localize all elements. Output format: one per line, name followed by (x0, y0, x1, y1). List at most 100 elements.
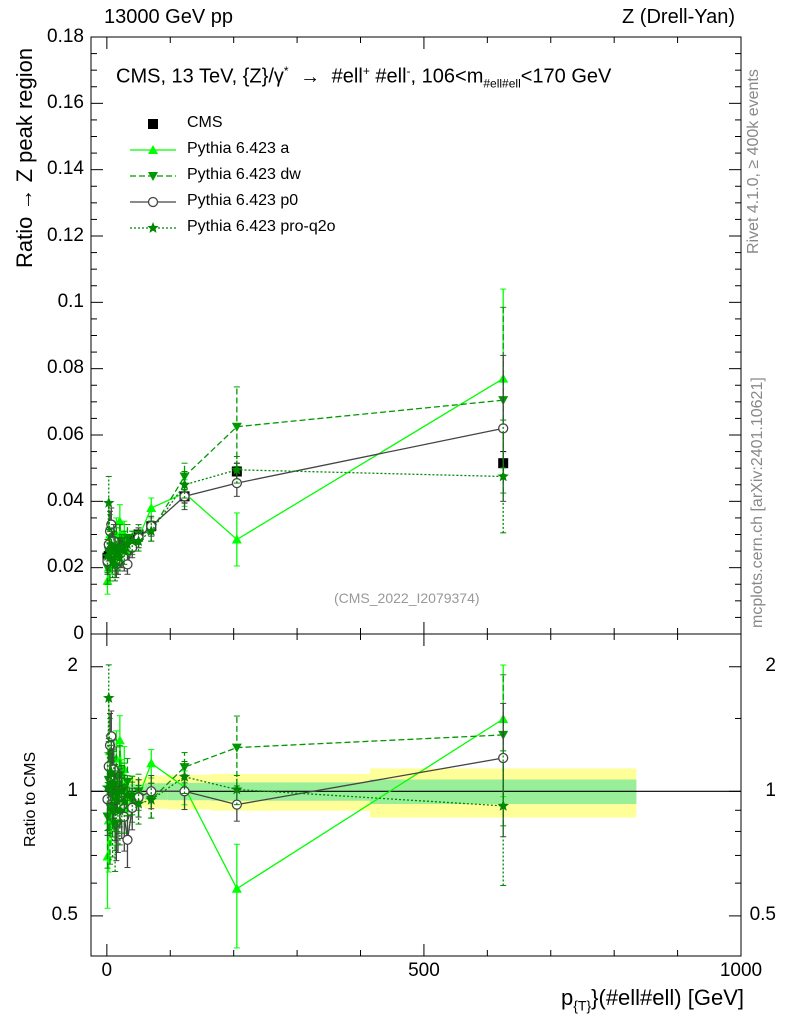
ratio-series (101, 664, 509, 949)
y-tick-label-7: 0.14 (47, 158, 84, 180)
ratio-point-4-9 (114, 804, 126, 816)
title-prefix: CMS, 13 TeV, {Z}/γ (116, 65, 284, 88)
x-tick-label-0: 0 (101, 959, 113, 981)
title-ell1-sup: + (362, 64, 370, 78)
data-point-4-17 (231, 463, 243, 475)
mcplots-label: mcplots.cern.ch [arXiv:2401.10621] (749, 377, 766, 628)
ratio-point-4-16 (178, 770, 191, 782)
analysis-id: (CMS_2022_I2079374) (334, 590, 480, 606)
data-point-4-10 (116, 541, 128, 553)
series-2 (102, 306, 509, 585)
series-0 (102, 451, 509, 563)
series-line-1 (106, 378, 504, 581)
title-ell2: #ell (375, 65, 407, 88)
legend-marker-4 (147, 222, 159, 233)
header-right: Z (Drell-Yan) (622, 6, 735, 28)
ratio-point-4-13 (126, 788, 138, 800)
legend-label-4: Pythia 6.423 pro-q2o (187, 218, 336, 235)
ratio-point-4-15 (145, 793, 157, 805)
data-point-4-9 (114, 551, 126, 563)
ratio-tick-label-right-1: 1 (765, 779, 776, 801)
ratio-point-4-1 (103, 692, 115, 703)
ratio-tick-label-right-2: 2 (765, 655, 776, 677)
ratio-point-4-10 (116, 785, 128, 797)
x-tick-label-2: 1000 (719, 959, 763, 981)
title-gamma-sup: * (283, 64, 289, 78)
ratio-point-4-18 (497, 799, 509, 811)
ratio-point-4-5 (108, 776, 120, 788)
series-3 (102, 354, 509, 579)
ratio-point-1-15 (146, 758, 157, 768)
x-label-p: p (560, 985, 574, 1010)
data-point-2-17 (231, 422, 242, 432)
data-point-4-1 (103, 497, 115, 508)
y-tick-label-1: 0.02 (47, 556, 84, 578)
ratio-point-4-3 (105, 766, 117, 778)
data-point-4-8 (112, 545, 124, 556)
legend-label-3: Pythia 6.423 p0 (187, 192, 299, 209)
y-tick-label-9: 0.18 (47, 25, 84, 47)
ratio-point-4-4 (106, 804, 119, 816)
y-tick-label-8: 0.16 (47, 91, 84, 113)
ratio-tick-label-left-0: 0.5 (51, 904, 78, 926)
ratio-point-1-9 (114, 735, 125, 745)
x-label-sub: {T} (573, 997, 592, 1014)
legend-marker-1 (148, 145, 158, 154)
ratio-tick-label-left-1: 1 (67, 779, 78, 801)
title-range-sub: #ell#ell (483, 76, 521, 91)
data-point-4-11 (118, 545, 130, 556)
ratio-point-3-18 (498, 752, 509, 764)
data-point-4-0 (101, 550, 114, 561)
y-tick-label-3: 0.06 (47, 423, 84, 445)
plot-title: CMS, 13 TeV, {Z}/γ* → #ell+ #ell-, 106<m… (116, 64, 612, 91)
legend-marker-2 (148, 172, 158, 181)
data-point-4-12 (121, 538, 134, 550)
legend-label-1: Pythia 6.423 a (187, 140, 290, 157)
series-line-3 (106, 427, 504, 567)
ratio-frame (90, 633, 742, 957)
x-axis-label: p{T}}(#ell#ell) [GeV] (561, 985, 744, 1013)
ratio-point-3-12 (122, 834, 133, 845)
series-line-4 (106, 469, 504, 565)
title-ell1: #ell (331, 65, 363, 88)
data-point-1-17 (231, 534, 242, 544)
data-point-4-4 (106, 555, 119, 566)
data-point-4-15 (145, 525, 157, 536)
ratio-series-4 (101, 664, 509, 886)
rivet-version-label: Rivet 4.1.0, ≥ 400k events (745, 69, 762, 254)
ratio-point-4-7 (110, 792, 123, 804)
ratio-point-4-12 (121, 788, 134, 800)
title-arrow: → (300, 65, 321, 88)
ratio-point-4-2 (104, 778, 116, 789)
ratio-point-2-17 (231, 743, 242, 753)
header-left: 13000 GeV pp (104, 6, 233, 28)
series-1 (102, 288, 509, 595)
ratio-point-3-13 (127, 802, 138, 813)
data-point-4-18 (497, 470, 509, 482)
ratio-point-4-14 (132, 797, 145, 809)
series-4 (101, 419, 509, 582)
ratio-point-4-8 (112, 787, 124, 799)
title-ell2-sup: - (406, 64, 411, 78)
legend-marker-0 (148, 119, 158, 129)
title-range-pre: 106<m (421, 65, 484, 88)
legend-label-0: CMS (187, 114, 223, 131)
legend-label-2: Pythia 6.423 dw (187, 166, 301, 183)
y-tick-label-0: 0 (73, 622, 84, 644)
ratio-series-3 (102, 702, 509, 868)
data-point-4-14 (132, 535, 145, 546)
y-tick-label-5: 0.1 (57, 290, 84, 312)
main-series (101, 288, 509, 595)
x-tick-label-1: 500 (408, 959, 440, 981)
data-point-1-9 (114, 516, 125, 526)
ratio-point-4-17 (231, 783, 243, 795)
ratio-point-4-11 (118, 795, 130, 807)
ratio-y-axis-label: Ratio to CMS (22, 751, 39, 847)
ratio-point-4-6 (109, 816, 121, 828)
data-point-4-3 (105, 538, 117, 550)
x-label-rest: }(#ell#ell) [GeV] (591, 985, 744, 1010)
ratio-point-1-17 (231, 883, 242, 893)
data-point-1-15 (146, 502, 157, 512)
legend-marker-3 (147, 196, 159, 208)
